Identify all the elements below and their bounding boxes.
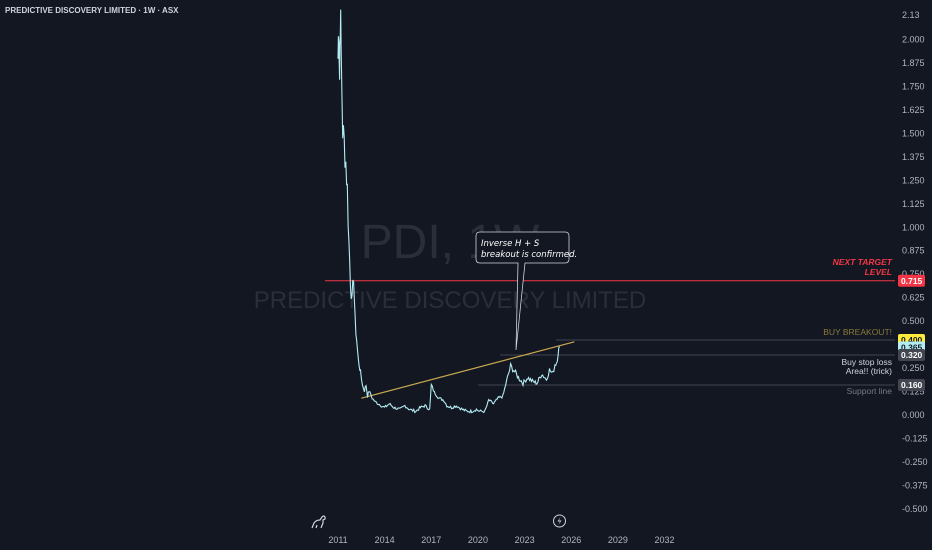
stop-price-text: 0.320 [901, 350, 923, 360]
target-price-tag: 0.715 [898, 274, 925, 287]
dino-icon[interactable] [311, 515, 326, 529]
target-price-text: 0.715 [901, 276, 923, 286]
y-tick-label: 1.625 [902, 105, 925, 115]
buy-price-text: 0.400 [901, 335, 923, 345]
stop-price-tag: 0.320 [898, 348, 925, 361]
y-tick-label: 1.500 [902, 128, 925, 138]
neckline-trendline[interactable] [361, 341, 575, 399]
y-tick-label: -0.250 [902, 457, 928, 467]
y-tick-label: 1.000 [902, 222, 925, 232]
y-tick-label: -0.125 [902, 434, 928, 444]
y-tick-label: 1.250 [902, 175, 925, 185]
breakout-callout[interactable]: Inverse H + S breakout is confirmed. [475, 231, 577, 351]
y-tick-label: 0.125 [902, 387, 925, 397]
stop-loss-label-2: Area!! (trick) [846, 366, 892, 376]
next-target-label-2: LEVEL [865, 267, 892, 277]
buy-breakout-label: BUY BREAKOUT! [823, 327, 892, 337]
x-tick-label: 2017 [421, 535, 441, 545]
current-price-text: 0.365 [901, 343, 923, 353]
y-tick-label: 1.375 [902, 152, 925, 162]
y-tick-label: 0.250 [902, 363, 925, 373]
y-tick-label: 0.875 [902, 246, 925, 256]
x-tick-label: 2014 [375, 535, 395, 545]
y-tick-label: 2.13 [902, 10, 920, 20]
callout-line-2: breakout is confirmed. [481, 250, 577, 260]
support-price-text: 0.160 [901, 380, 923, 390]
symbol-title[interactable]: PREDICTIVE DISCOVERY LIMITED · 1W · ASX [5, 6, 179, 15]
x-tick-label: 2026 [561, 535, 581, 545]
y-tick-label: 0.625 [902, 293, 925, 303]
lightning-icon[interactable] [553, 514, 566, 528]
x-tick-label: 2032 [655, 535, 675, 545]
time-axis[interactable]: 2011 2014 2017 2020 2023 2026 2029 2032 [328, 535, 674, 545]
watermark-name: PREDICTIVE DISCOVERY LIMITED [254, 287, 647, 314]
stop-loss-label-1: Buy stop loss [841, 357, 892, 367]
y-tick-label: 0.500 [902, 316, 925, 326]
y-tick-label: 0.750 [902, 269, 925, 279]
price-axis[interactable]: 2.13 2.000 1.875 1.750 1.625 1.500 1.375 1.250 1… [902, 10, 928, 514]
y-tick-label: 1.750 [902, 81, 925, 91]
price-series-line[interactable] [337, 9, 561, 414]
callout-line-1: Inverse H + S [481, 239, 540, 249]
x-tick-label: 2023 [515, 535, 535, 545]
y-tick-label: 0.000 [902, 410, 925, 420]
support-price-tag: 0.160 [898, 379, 925, 392]
y-tick-label: 2.000 [902, 34, 925, 44]
x-tick-label: 2020 [468, 535, 488, 545]
support-label: Support line [847, 386, 893, 396]
y-tick-label: 1.875 [902, 58, 925, 68]
next-target-label-1: NEXT TARGET [833, 257, 893, 267]
y-tick-label: 1.125 [902, 199, 925, 209]
x-tick-label: 2029 [608, 535, 628, 545]
y-tick-label: -0.500 [902, 504, 928, 514]
y-tick-label: -0.375 [902, 481, 928, 491]
x-tick-label: 2011 [328, 535, 347, 545]
